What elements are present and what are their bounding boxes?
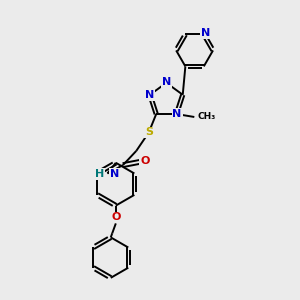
Text: N: N	[162, 77, 171, 87]
Text: N: N	[145, 90, 154, 100]
Text: O: O	[111, 212, 121, 223]
Text: H: H	[95, 169, 104, 179]
Text: O: O	[140, 156, 150, 166]
Text: N: N	[172, 109, 182, 119]
Text: N: N	[201, 28, 210, 38]
Text: N: N	[110, 169, 119, 179]
Text: S: S	[145, 128, 153, 137]
Text: CH₃: CH₃	[198, 112, 216, 122]
